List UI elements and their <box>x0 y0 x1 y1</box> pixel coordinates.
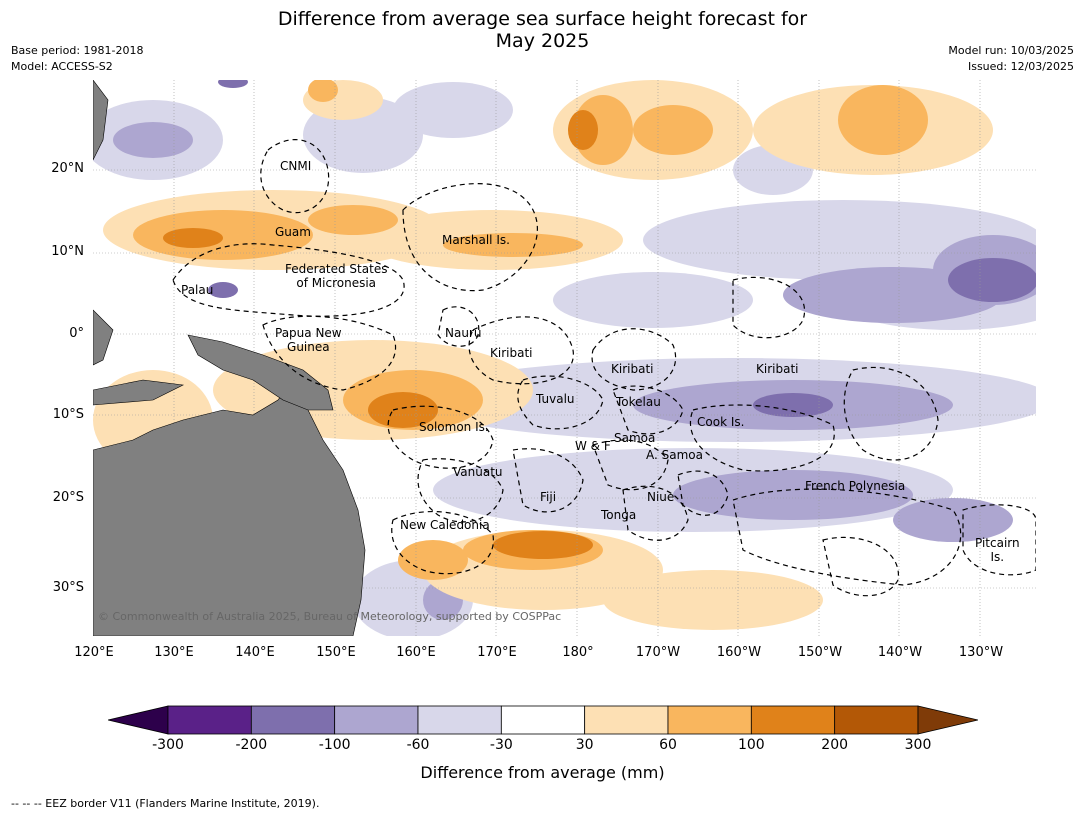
colorbar-tick-label: -30 <box>489 737 513 753</box>
place-kiribati-west: Kiribati <box>490 346 533 360</box>
base-period: Base period: 1981-2018 <box>11 44 144 57</box>
indonesia-islands <box>93 379 185 406</box>
place-fiji: Fiji <box>540 490 557 504</box>
colorbar-segment <box>834 705 919 735</box>
colorbar-label: Difference from average (mm) <box>420 763 665 782</box>
negative-anomaly-strong <box>208 80 1036 417</box>
place-solomon: Solomon Is. <box>419 420 489 434</box>
lat-label-10s: 10°S <box>52 407 84 422</box>
place-pitcairn-line2: Is. <box>990 550 1005 564</box>
colorbar-segment <box>417 705 502 735</box>
lon-label-120e: 120°E <box>74 645 114 660</box>
place-american-samoa: A. Samoa <box>646 448 703 462</box>
lon-label-150w: 150°W <box>797 645 843 660</box>
model-name: Model: ACCESS-S2 <box>11 60 113 73</box>
colorbar-segment <box>667 705 752 735</box>
copyright-notice: © Commonwealth of Australia 2025, Bureau… <box>98 610 562 623</box>
colorbar-tick-label: -60 <box>406 737 430 753</box>
colorbar-tick-label: -200 <box>235 737 268 753</box>
colorbar-under-arrow <box>108 705 169 735</box>
lat-label-10n: 10°N <box>51 244 84 259</box>
place-tokelau: Tokelau <box>616 395 661 409</box>
place-pitcairn: Pitcairn Is. <box>975 536 1020 564</box>
place-tuvalu: Tuvalu <box>536 392 575 406</box>
place-vanuatu: Vanuatu <box>453 465 503 479</box>
lon-label-160w: 160°W <box>716 645 762 660</box>
colorbar-segment <box>334 705 419 735</box>
lat-label-20n: 20°N <box>51 161 84 176</box>
lon-label-180: 180° <box>562 645 594 660</box>
colorbar-tick-label: 30 <box>575 737 594 753</box>
colorbar-segment <box>750 705 836 735</box>
lon-label-160e: 160°E <box>396 645 436 660</box>
place-nauru: Nauru <box>445 326 482 340</box>
lon-label-130w: 130°W <box>958 645 1004 660</box>
map-panel <box>93 80 1036 636</box>
place-wallis-futuna: W & F <box>575 439 611 453</box>
colorbar-segment <box>500 705 586 735</box>
colorbar-tick-label: -300 <box>152 737 184 753</box>
place-cnmi: CNMI <box>280 159 312 173</box>
place-guam: Guam <box>275 225 311 239</box>
chart-title: Difference from average sea surface heig… <box>0 8 1085 52</box>
model-run: Model run: 10/03/2025 <box>948 44 1074 57</box>
colorbar-tick-label: 100 <box>737 737 765 753</box>
graticule <box>93 80 1036 636</box>
place-png-line2: Guinea <box>287 340 330 354</box>
colorbar-segment <box>167 705 252 735</box>
place-kiribati-east: Kiribati <box>756 362 799 376</box>
lon-label-170w: 170°W <box>635 645 681 660</box>
lon-label-170e: 170°E <box>477 645 517 660</box>
meta-right: Model run: 10/03/2025 Issued: 12/03/2025 <box>948 43 1074 75</box>
lon-label-140w: 140°W <box>877 645 923 660</box>
lat-label-0: 0° <box>69 326 84 341</box>
philippines-landmass <box>93 80 109 161</box>
colorbar-over-arrow <box>917 705 978 735</box>
lat-label-20s: 20°S <box>52 490 84 505</box>
positive-anomaly-strong <box>163 110 598 559</box>
borneo-landmass <box>93 309 114 366</box>
lon-label-130e: 130°E <box>154 645 194 660</box>
colorbar <box>108 705 978 735</box>
issued-date: Issued: 12/03/2025 <box>967 60 1074 73</box>
colorbar-tick-label: 60 <box>659 737 677 753</box>
place-png-line1: Papua New <box>275 326 342 340</box>
place-kiribati-central: Kiribati <box>611 362 654 376</box>
place-cook-islands: Cook Is. <box>697 415 745 429</box>
new-guinea-landmass <box>187 334 334 411</box>
map-svg <box>93 80 1036 636</box>
lon-label-140e: 140°E <box>235 645 275 660</box>
title-line-1: Difference from average sea surface heig… <box>277 8 808 30</box>
place-fsm-line1: Federated States <box>285 262 388 276</box>
place-tonga: Tonga <box>601 508 637 522</box>
place-niue: Niue <box>647 490 675 504</box>
place-french-polynesia: French Polynesia <box>805 479 906 493</box>
land-masses <box>93 80 366 636</box>
lon-label-150e: 150°E <box>316 645 356 660</box>
colorbar-tick-label: 300 <box>904 737 932 753</box>
place-marshall: Marshall Is. <box>442 233 510 247</box>
eez-footnote: -- -- -- EEZ border V11 (Flanders Marine… <box>11 797 320 810</box>
place-pitcairn-line1: Pitcairn <box>975 536 1020 550</box>
place-png: Papua New Guinea <box>275 326 342 354</box>
place-samoa: Samoa <box>614 431 656 445</box>
place-fsm-line2: of Micronesia <box>296 276 377 290</box>
meta-left: Base period: 1981-2018 Model: ACCESS-S2 <box>11 43 143 75</box>
colorbar-segment <box>250 705 336 735</box>
colorbar-segment <box>584 705 669 735</box>
place-new-caledonia: New Caledonia <box>400 518 490 532</box>
place-palau: Palau <box>181 283 214 297</box>
lat-label-30s: 30°S <box>52 580 84 595</box>
colorbar-tick-label: 200 <box>821 737 849 753</box>
colorbar-tick-label: -100 <box>318 737 351 753</box>
eez-borders <box>172 139 1036 597</box>
place-fsm: Federated States of Micronesia <box>285 262 387 290</box>
title-line-2: May 2025 <box>495 30 590 52</box>
